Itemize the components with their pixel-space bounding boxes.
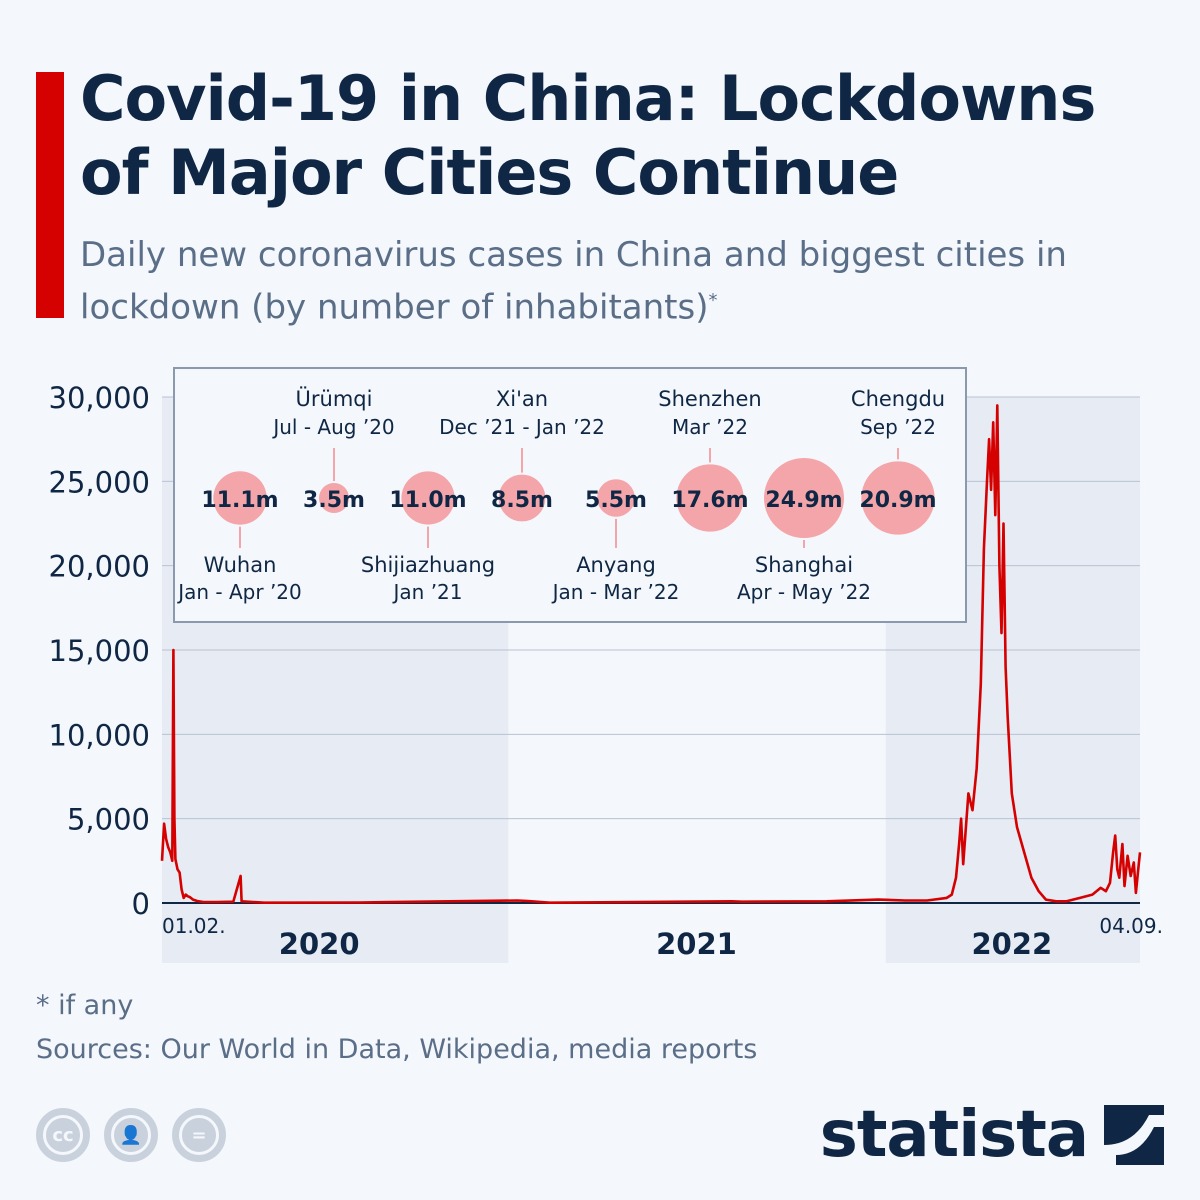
lockdown-population: 3.5m xyxy=(303,488,365,513)
year-label-2020: 2020 xyxy=(279,927,360,961)
subtitle-text: Daily new coronavirus cases in China and… xyxy=(80,235,1067,328)
lockdown-period: Jul - Aug ’20 xyxy=(271,415,394,439)
lockdown-city: Xi'an xyxy=(496,387,548,411)
lockdown-city: Anyang xyxy=(576,553,656,577)
no-derivatives-icon[interactable]: = xyxy=(172,1108,226,1162)
lockdown-bubble xyxy=(676,464,744,532)
lockdown-6: 24.9m Shanghai Apr - May ’22 xyxy=(737,458,871,604)
y-axis-ticks: 0 5,000 10,000 15,000 20,000 25,000 30,000 xyxy=(49,381,150,921)
lockdown-bubble xyxy=(401,471,455,525)
y-tick-label: 5,000 xyxy=(67,803,150,837)
lockdown-bubble xyxy=(861,461,935,535)
lockdown-population: 5.5m xyxy=(585,488,647,513)
lockdown-period: Jan ’21 xyxy=(392,580,463,604)
lockdown-7: 20.9m Chengdu Sep ’22 xyxy=(851,387,945,535)
x-start-label: 01.02. xyxy=(162,914,226,938)
year-label-2022: 2022 xyxy=(971,927,1052,961)
chart-title: Covid-19 in China: Lockdowns of Major Ci… xyxy=(80,62,1096,209)
statista-logo[interactable]: statista xyxy=(820,1098,1164,1172)
lockdown-period: Mar ’22 xyxy=(672,415,748,439)
accent-bar xyxy=(36,72,64,318)
y-tick-label: 15,000 xyxy=(49,634,150,668)
series-line-0 xyxy=(160,404,1142,904)
lockdown-1: 3.5m Ürümqi Jul - Aug ’20 xyxy=(271,386,394,513)
lockdown-city: Chengdu xyxy=(851,387,945,411)
attribution-icon[interactable]: 👤 xyxy=(104,1108,158,1162)
lockdown-population: 17.6m xyxy=(671,488,748,513)
lockdown-bubble xyxy=(764,458,844,538)
lockdown-bubble xyxy=(319,483,349,513)
statista-mark-icon xyxy=(1104,1105,1164,1165)
lockdown-3: 8.5m Xi'an Dec ’21 - Jan ’22 xyxy=(439,387,605,522)
license-icons: cc 👤 = xyxy=(36,1108,226,1162)
lockdown-2: 11.0m Shijiazhuang Jan ’21 xyxy=(361,471,495,604)
lockdown-5: 17.6m Shenzhen Mar ’22 xyxy=(658,387,762,532)
lockdown-bubble xyxy=(597,479,635,517)
year-label-2021: 2021 xyxy=(656,927,737,961)
subtitle-footnote-mark: * xyxy=(708,290,718,311)
lockdown-city: Shanghai xyxy=(755,553,853,577)
y-tick-label: 25,000 xyxy=(49,465,150,499)
y-tick-label: 30,000 xyxy=(49,381,150,415)
lockdown-city: Shenzhen xyxy=(658,387,761,411)
lockdown-period: Jan - Apr ’20 xyxy=(176,580,302,604)
lockdown-period: Sep ’22 xyxy=(860,415,936,439)
lockdown-panel: 11.1m Wuhan Jan - Apr ’20 3.5m Ürümqi Jul - A… xyxy=(173,367,967,623)
brand-name: statista xyxy=(819,1098,1089,1172)
x-end-label: 04.09. xyxy=(1099,914,1163,938)
lockdown-population: 11.1m xyxy=(201,488,278,513)
lockdown-city: Ürümqi xyxy=(296,386,373,411)
y-tick-label: 20,000 xyxy=(49,550,150,584)
lockdown-period: Jan - Mar ’22 xyxy=(551,580,680,604)
lockdown-population: 11.0m xyxy=(389,488,466,513)
creative-commons-icon[interactable]: cc xyxy=(36,1108,90,1162)
lockdown-city: Shijiazhuang xyxy=(361,553,495,577)
lockdown-population: 20.9m xyxy=(859,488,936,513)
lockdown-bubble xyxy=(498,474,546,522)
sources-note: Sources: Our World in Data, Wikipedia, m… xyxy=(36,1034,758,1065)
chart-subtitle: Daily new coronavirus cases in China and… xyxy=(80,232,1160,330)
lockdown-city: Wuhan xyxy=(204,553,277,577)
lockdown-population: 24.9m xyxy=(765,488,842,513)
lockdown-period: Dec ’21 - Jan ’22 xyxy=(439,415,605,439)
lockdown-0: 11.1m Wuhan Jan - Apr ’20 xyxy=(176,471,302,604)
footnote: * if any xyxy=(36,990,134,1021)
y-tick-label: 0 xyxy=(132,887,150,921)
cases-series xyxy=(160,404,1142,904)
lockdown-bubble xyxy=(213,471,267,525)
lockdown-4: 5.5m Anyang Jan - Mar ’22 xyxy=(551,479,680,604)
y-tick-label: 10,000 xyxy=(49,718,150,752)
lockdown-population: 8.5m xyxy=(491,488,553,513)
cases-line-chart: 0 5,000 10,000 15,000 20,000 25,000 30,000 01.… xyxy=(49,367,1163,963)
lockdown-period: Apr - May ’22 xyxy=(737,580,871,604)
x-axis-labels: 01.02. 04.09. 2020 2021 2022 xyxy=(162,914,1163,961)
